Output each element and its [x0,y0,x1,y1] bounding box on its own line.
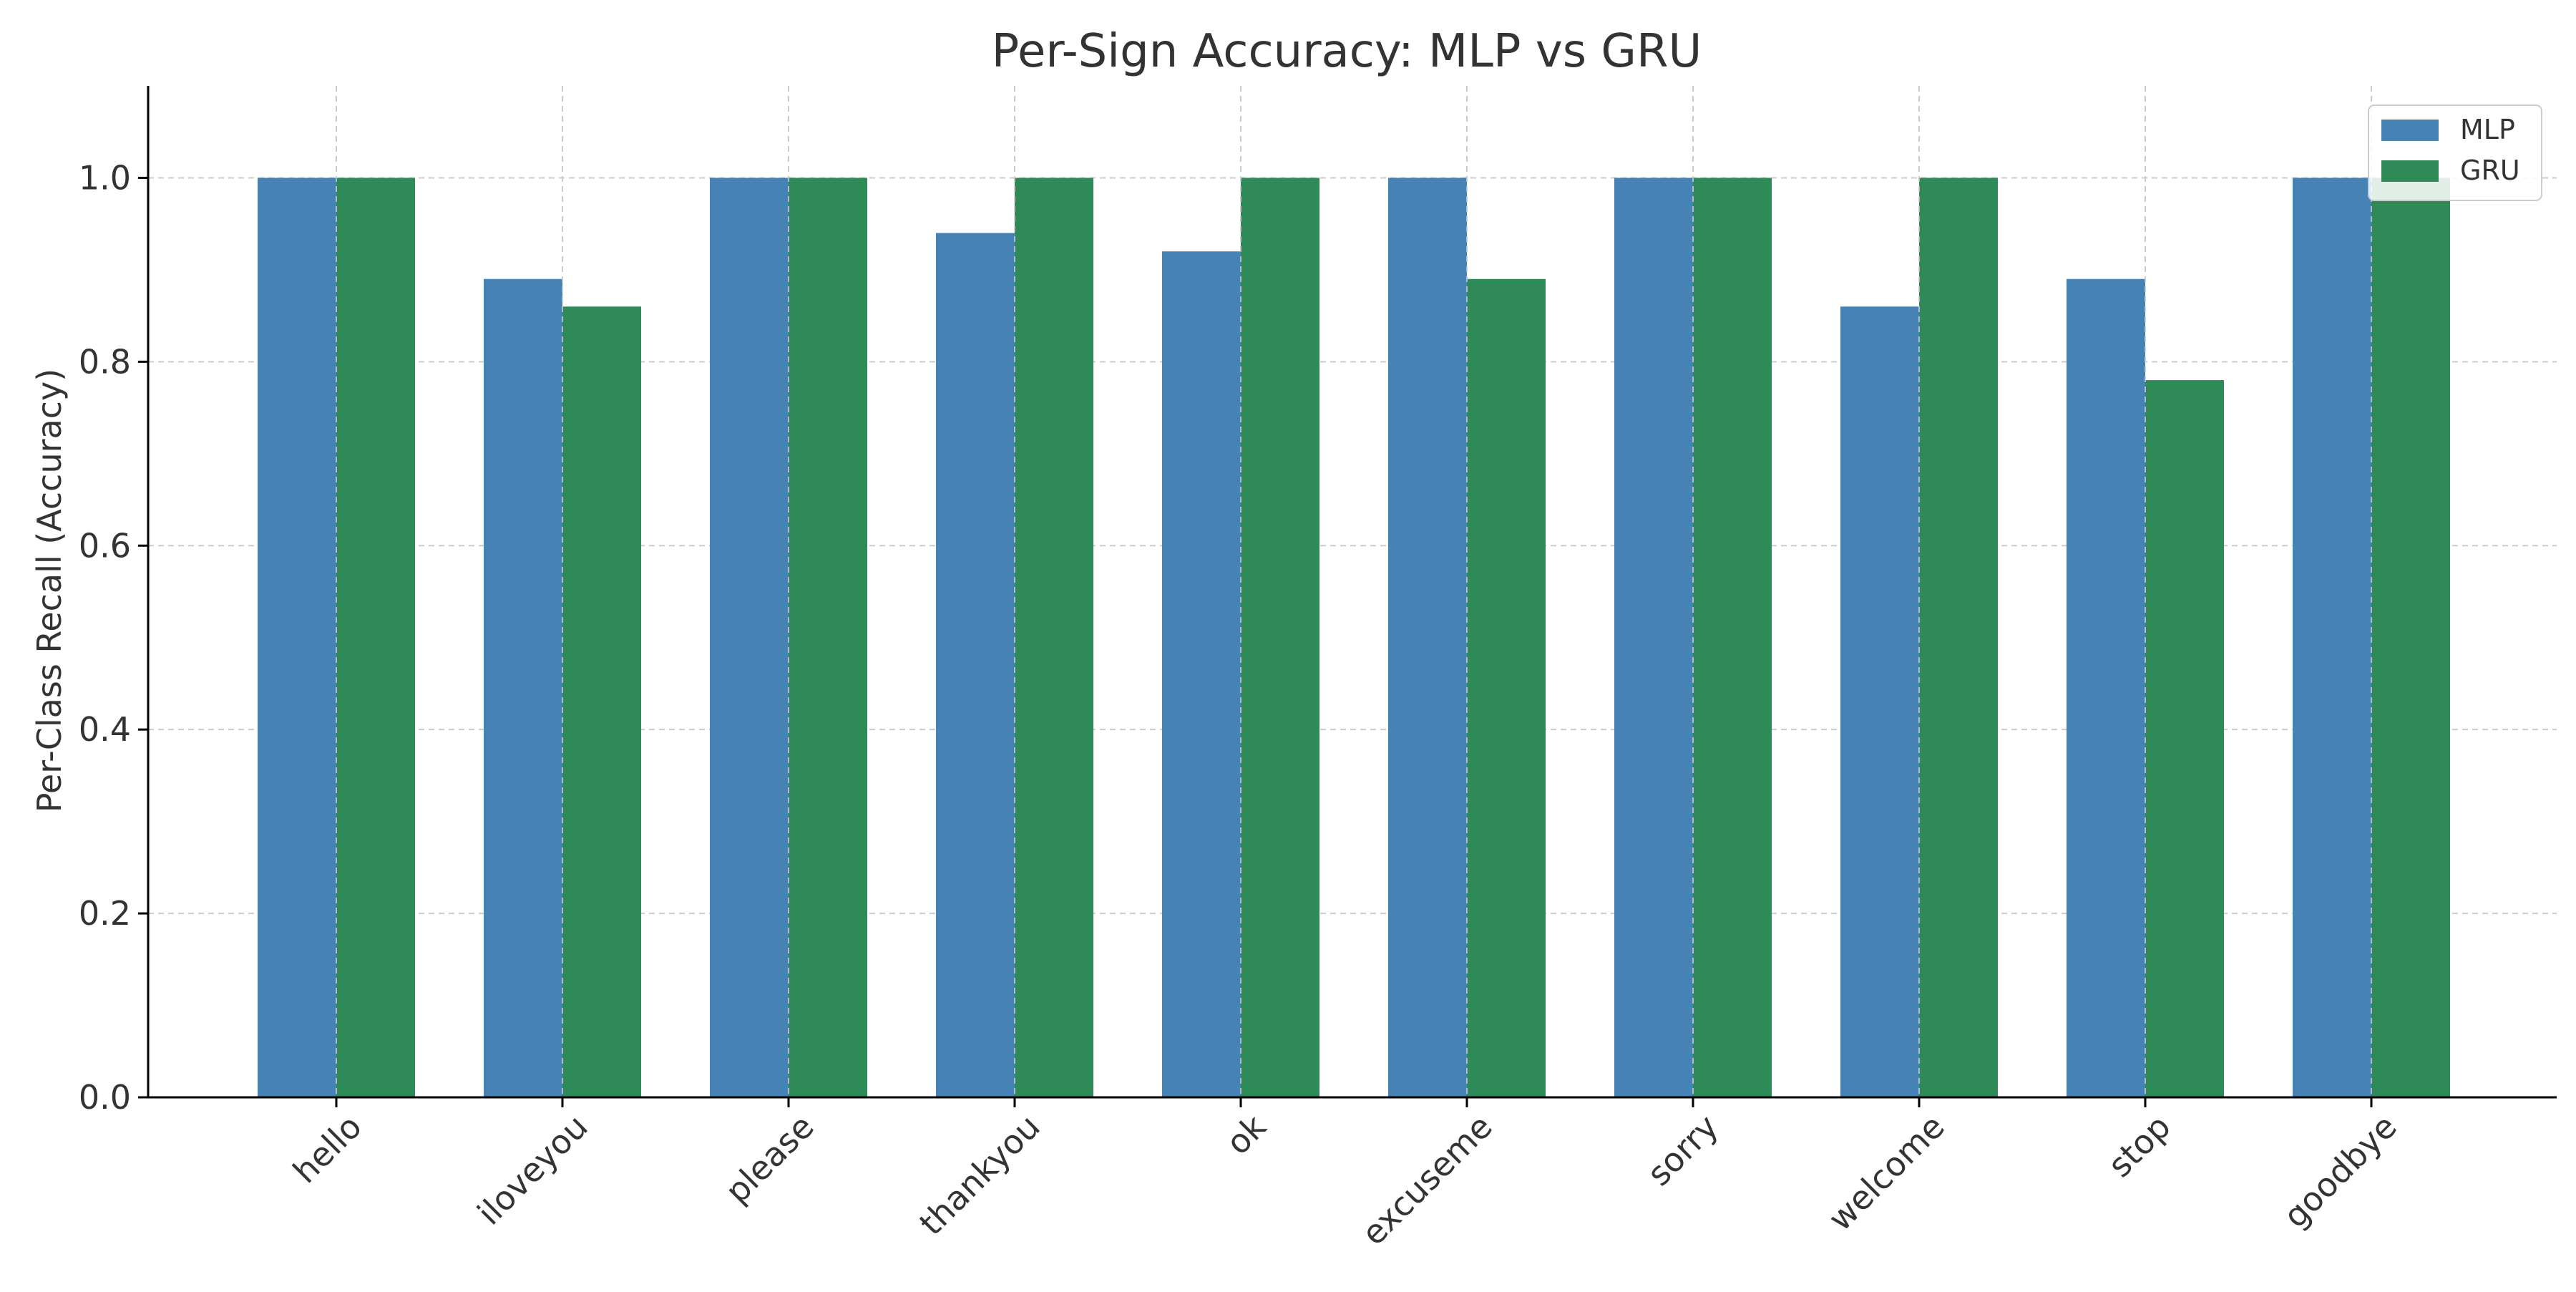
bar-gru-goodbye [2371,178,2450,1097]
bar-gru-sorry [1693,178,1772,1097]
x-tick-label-welcome: welcome [1820,1107,1951,1238]
y-tick-label: 0.4 [79,710,131,749]
bar-mlp-please [710,178,789,1097]
legend-swatch-gru [2381,160,2439,182]
legend-label-mlp: MLP [2460,114,2515,145]
bar-mlp-goodbye [2293,178,2371,1097]
bar-mlp-iloveyou [484,278,562,1098]
x-tick-label-stop: stop [2100,1107,2177,1185]
x-tick-label-excuseme: excuseme [1354,1107,1499,1253]
bar-mlp-thankyou [936,233,1015,1097]
bar-gru-excuseme [1467,278,1546,1098]
x-tick-label-iloveyou: iloveyou [470,1107,595,1233]
bar-gru-please [789,178,867,1097]
bar-mlp-stop [2067,278,2145,1098]
legend: MLP GRU [2368,105,2542,201]
axes [147,86,2557,1099]
y-tick-label: 1.0 [79,158,131,197]
bar-mlp-sorry [1614,178,1693,1097]
y-tick-label: 0.2 [79,894,131,933]
bar-gru-stop [2145,380,2224,1097]
bar-mlp-ok [1162,251,1241,1098]
x-tick-label-thankyou: thankyou [912,1107,1048,1243]
y-tick-label: 0.8 [79,342,131,381]
x-tick-label-ok: ok [1219,1107,1274,1162]
bar-gru-ok [1241,178,1319,1097]
y-tick-label: 0.6 [79,526,131,565]
x-tick-label-hello: hello [286,1107,369,1191]
y-axis-title: Per-Class Recall (Accuracy) [30,369,69,812]
x-tick-label-please: please [718,1107,821,1211]
y-ticks: 0.0 0.2 0.4 0.6 0.8 1.0 [79,158,148,1117]
bar-gru-hello [336,178,415,1097]
bar-mlp-hello [258,178,336,1097]
x-tick-label-sorry: sorry [1639,1107,1725,1193]
bar-mlp-welcome [1840,306,1919,1098]
bar-gru-thankyou [1015,178,1093,1097]
legend-swatch-mlp [2381,120,2439,141]
x-ticks: hello iloveyou please thankyou ok excuseme sor… [286,1097,2404,1253]
legend-label-gru: GRU [2460,155,2520,186]
y-tick-label: 0.0 [79,1078,131,1117]
x-tick-label-goodbye: goodbye [2276,1107,2404,1235]
bar-gru-welcome [1919,178,1998,1097]
chart-title: Per-Sign Accuracy: MLP vs GRU [992,25,1702,78]
bar-mlp-excuseme [1388,178,1467,1097]
bars [258,86,2450,1098]
legend-frame [2368,105,2542,201]
bar-gru-iloveyou [562,306,641,1098]
